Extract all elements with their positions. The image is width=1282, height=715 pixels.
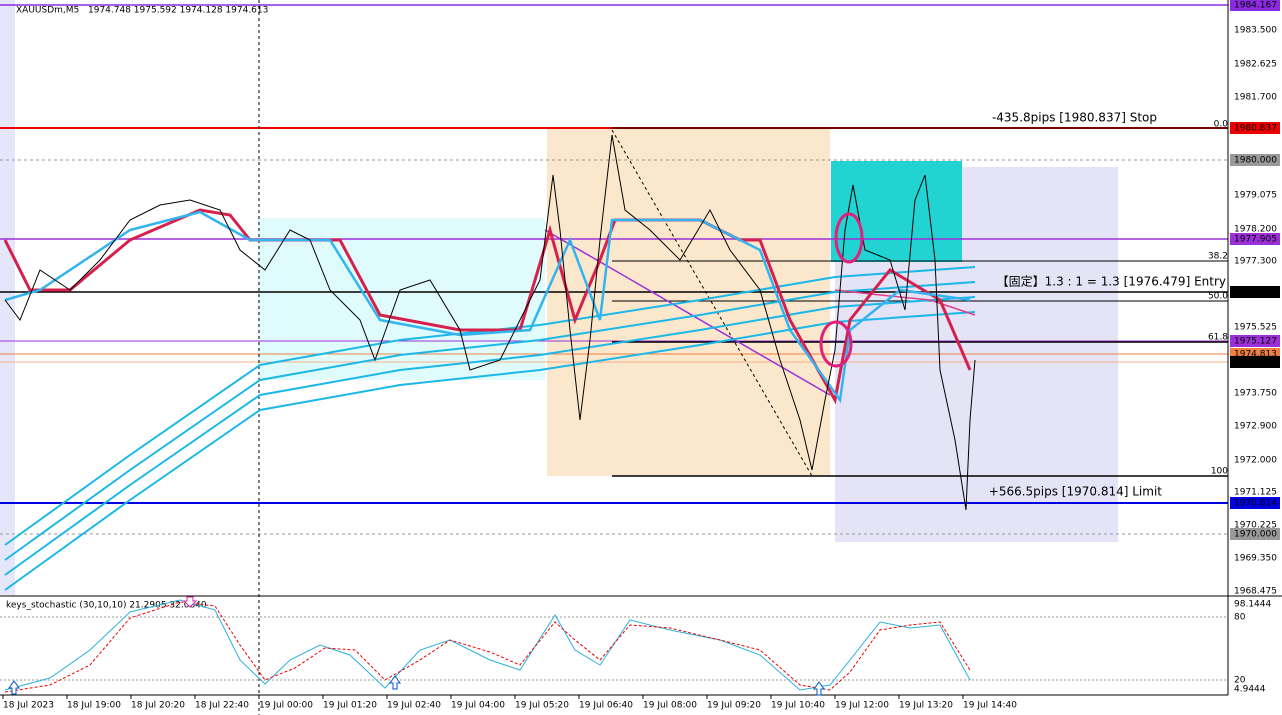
time-label: 19 Jul 05:20 [515,701,569,711]
left-band [0,0,15,595]
price-label: 1981.700 [1234,93,1277,103]
price-label: 1974.813 [1234,350,1277,360]
price-label: 1972.000 [1234,456,1277,466]
price-tag [1230,528,1280,540]
ohlc: 1974.748 1975.592 1974.128 1974.613 [88,6,268,16]
symbol: XAUUSDm,M5 [16,6,79,16]
marker [819,320,853,368]
price-tag [1230,154,1280,166]
price-label: 1977.300 [1234,257,1277,267]
price-label: 1975.127 [1234,337,1277,347]
price-label: 1970.000 [1234,530,1277,540]
price-label: 1980.000 [1234,156,1277,166]
arrow-down [182,596,198,608]
price-tag [1230,122,1280,134]
price-tag [1230,233,1280,245]
time-label: 19 Jul 00:00 [259,701,313,711]
price-tag [1230,356,1280,368]
entry-label: 【固定】1.3 : 1 = 1.3 [1976.479] Entry [997,274,1226,289]
price-label: 1970.814 [1234,499,1277,509]
price-label: 1983.500 [1234,26,1277,36]
zone-teal [831,161,962,262]
time-label: 19 Jul 13:20 [899,701,953,711]
price-label: 1978.200 [1234,225,1277,235]
indicator-axis-label: 4.9444 [1234,685,1266,695]
time-label: 18 Jul 2023 [3,701,54,711]
limit-label: +566.5pips [1970.814] Limit [989,485,1163,499]
ma-blue [4,296,976,576]
price-label: 1977.905 [1234,235,1277,245]
time-label: 18 Jul 22:40 [195,701,249,711]
ma-blue [4,281,976,561]
indicator-axis-label: 98.1444 [1234,600,1271,610]
ma-pink [834,289,976,316]
price-label: 1973.750 [1234,389,1277,399]
fib-label: 0.0 [1214,120,1229,130]
marker [834,212,864,264]
price-tag [1230,497,1280,509]
price-tag [1230,335,1280,347]
price-tag [1230,286,1280,298]
zone-cyan [258,218,545,380]
price-label: 1970.225 [1234,521,1277,531]
price-tag [1230,0,1280,11]
arrow-up [389,675,401,690]
arrow-up [8,680,20,695]
fib-line [611,129,813,477]
ma-blue [4,266,976,546]
ma-cyan [4,210,971,404]
ma-blue [4,311,976,591]
indicator-axis-label: 80 [1234,613,1246,623]
price-label: 1984.167 [1234,1,1277,11]
time-label: 19 Jul 12:00 [835,701,889,711]
time-label: 19 Jul 08:00 [643,701,697,711]
time-label: 19 Jul 06:40 [579,701,633,711]
fib-label: 50.0 [1208,292,1228,302]
price [4,134,976,511]
price-label: 1968.475 [1234,587,1277,597]
time-label: 18 Jul 19:00 [67,701,121,711]
stop-label: -435.8pips [1980.837] Stop [992,111,1157,125]
price-label: 1972.900 [1234,422,1277,432]
price-label: 1975.525 [1234,323,1277,333]
price-label: 1971.125 [1234,488,1277,498]
price-label: 1976.479 [1234,288,1277,298]
stoch-signal [4,601,971,693]
time-label: 19 Jul 04:00 [451,701,505,711]
indicator-label: keys_stochastic (30,10,10) 21.2905 32.08… [6,601,207,611]
price-label: 1974.613 [1234,358,1277,368]
arrow-up [813,681,825,696]
stoch-main [4,599,971,691]
time-label: 19 Jul 02:40 [387,701,441,711]
fib-label: 61.8 [1208,333,1228,343]
price-label: 1982.625 [1234,60,1277,70]
price-label: 1969.350 [1234,554,1277,564]
indicator-axis-label: 20 [1234,676,1246,686]
price-label: 1980.837 [1234,124,1277,134]
fib-label: 38.2 [1208,252,1228,262]
time-label: 19 Jul 10:40 [771,701,825,711]
time-label: 19 Jul 09:20 [707,701,761,711]
price-label: 1979.075 [1234,191,1277,201]
time-label: 19 Jul 01:20 [323,701,377,711]
time-label: 19 Jul 14:40 [963,701,1017,711]
time-label: 18 Jul 20:20 [131,701,185,711]
fib-label: 100 [1211,467,1228,477]
